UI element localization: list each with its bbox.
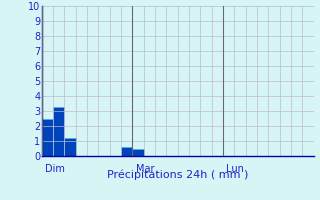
Text: Lun: Lun [226,164,244,174]
Bar [132,148,144,156]
Text: Mar: Mar [136,164,154,174]
Bar [42,118,53,156]
Bar [121,147,132,156]
Bar [64,138,76,156]
Bar [53,106,64,156]
Text: Dim: Dim [45,164,65,174]
X-axis label: Précipitations 24h ( mm ): Précipitations 24h ( mm ) [107,170,248,180]
